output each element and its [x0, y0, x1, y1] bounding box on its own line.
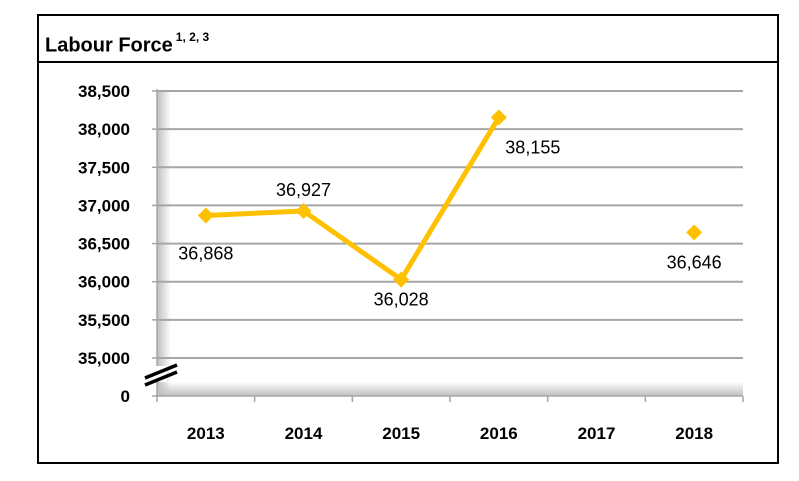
chart-title: Labour Force 1, 2, 3: [45, 30, 210, 58]
axis-break-stroke: [144, 370, 178, 387]
data-label: 36,868: [178, 243, 233, 263]
axes: [152, 89, 744, 402]
x-tick-label: 2018: [675, 424, 713, 443]
x-axis-tick-labels: 2013 2014 2015 2016 2017 2018: [187, 424, 713, 443]
data-labels: 36,868 36,927 36,028 38,155 36,646: [178, 137, 721, 309]
y-tick-label: 35,500: [78, 311, 130, 330]
y-tick-label: 36,000: [78, 273, 130, 292]
series-markers: [197, 109, 703, 288]
data-label: 36,028: [374, 290, 429, 310]
x-tick-label: 2013: [187, 424, 225, 443]
chart-title-superscript: 1, 2, 3: [175, 30, 210, 44]
title-bar: Labour Force 1, 2, 3: [39, 16, 777, 63]
y-tick-label: 38,000: [78, 120, 130, 139]
data-label: 36,646: [667, 252, 722, 272]
gridlines: [157, 90, 743, 359]
data-point-marker: [490, 109, 507, 126]
data-point-marker: [393, 271, 410, 288]
series-line-segment: [205, 116, 501, 283]
y-tick-label: 35,000: [78, 349, 130, 368]
y-tick-label: 37,500: [78, 158, 130, 177]
y-tick-label: 38,500: [78, 82, 130, 101]
series-line: [205, 116, 501, 283]
y-tick-label: 36,500: [78, 235, 130, 254]
data-point-marker: [686, 224, 703, 241]
axis-break-icon: [143, 363, 178, 387]
data-label: 36,927: [276, 180, 331, 200]
chart-title-text: Labour Force: [45, 34, 173, 57]
y-tick-label: 0: [121, 387, 130, 406]
axis-break-stroke: [144, 363, 178, 380]
x-tick-label: 2014: [285, 424, 323, 443]
data-point-marker: [295, 202, 312, 219]
x-tick-label: 2017: [578, 424, 616, 443]
plot-floor: [157, 382, 743, 396]
x-tick-label: 2015: [382, 424, 420, 443]
data-point-marker: [197, 207, 214, 224]
data-label: 38,155: [505, 137, 560, 157]
y-tick-label: 37,000: [78, 196, 130, 215]
x-tick-label: 2016: [480, 424, 518, 443]
y-axis-tick-labels: 38,500 38,000 37,500 37,000 36,500 36,000 35,5…: [78, 82, 130, 406]
